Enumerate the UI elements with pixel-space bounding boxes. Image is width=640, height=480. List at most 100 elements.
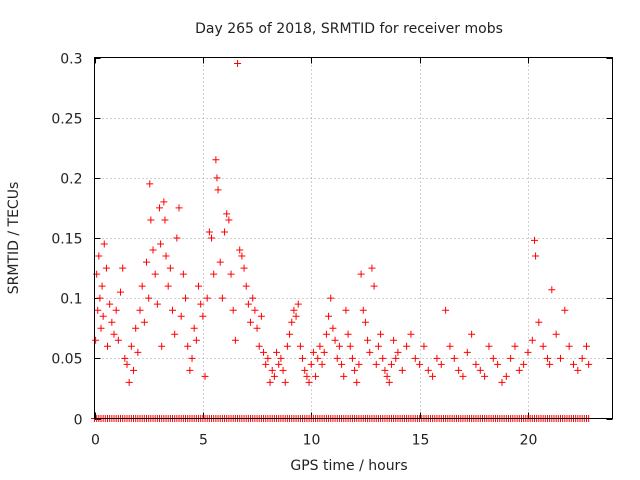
data-point [442,306,450,314]
data-point [138,282,146,290]
data-point [364,336,372,344]
data-point [316,342,324,350]
data-point [565,342,573,350]
data-point [472,360,480,368]
data-point [403,342,411,350]
data-point [164,282,172,290]
data-point [153,300,161,308]
data-point [578,354,586,362]
data-point [257,312,265,320]
data-point [173,234,181,242]
data-point [249,294,257,302]
data-point [468,330,476,338]
data-point [333,354,341,362]
data-point [530,236,538,244]
data-point [227,270,235,278]
x-tick-label: 20 [520,433,538,449]
data-point [548,286,556,294]
data-point [429,372,437,380]
data-point [270,372,278,380]
data-point [112,306,120,314]
data-point [102,264,110,272]
data-point [98,282,106,290]
data-point [143,258,151,266]
data-point [283,342,291,350]
data-point [208,234,216,242]
data-point [277,354,285,362]
data-point [385,378,393,386]
data-point [476,366,484,374]
data-point [177,312,185,320]
data-point [574,366,582,374]
data-point [132,324,140,332]
x-tick-label: 0 [91,433,100,449]
data-point [146,180,154,188]
data-point [383,372,391,380]
data-point [151,270,159,278]
data-point [301,366,309,374]
data-point [292,312,300,320]
data-point [125,378,133,386]
data-point [134,348,142,356]
data-point [372,360,380,368]
data-point [253,324,261,332]
data-point [489,354,497,362]
data-point [320,348,328,356]
data-point [368,264,376,272]
data-point [114,336,122,344]
data-point [240,264,248,272]
y-tick-label: 0.25 [51,112,82,128]
data-point [212,156,220,164]
data-point [268,366,276,374]
data-point [381,366,389,374]
data-point [199,312,207,320]
data-point [520,360,528,368]
data-point [188,354,196,362]
data-point [515,366,523,374]
x-tick-label: 5 [199,433,208,449]
data-point [355,360,363,368]
data-point [160,198,168,206]
data-point [266,378,274,386]
data-point [338,360,346,368]
data-point [218,294,226,302]
data-point [407,330,415,338]
data-point [329,324,337,332]
data-point [225,216,233,224]
data-point [136,306,144,314]
data-points [91,60,593,422]
data-point [498,378,506,386]
data-point [127,342,135,350]
data-point [294,300,302,308]
data-point [312,372,320,380]
data-point [331,336,339,344]
data-point [305,378,313,386]
data-point [229,306,237,314]
data-point [100,240,108,248]
data-point [190,324,198,332]
data-point [390,336,398,344]
data-point [353,378,361,386]
data-point [424,366,432,374]
data-point [234,60,242,68]
data-point [179,270,187,278]
data-point [546,360,554,368]
data-point [205,228,213,236]
data-point [450,354,458,362]
data-point [156,204,164,212]
data-point [463,348,471,356]
data-point [104,342,112,350]
grid-lines [94,57,613,419]
data-point [485,342,493,350]
data-point [281,378,289,386]
data-point [92,336,100,344]
data-point [561,306,569,314]
data-point [140,318,148,326]
data-point [539,342,547,350]
data-point [528,336,536,344]
data-point [416,360,424,368]
y-tick-label: 0.1 [60,292,82,308]
data-point [379,354,387,362]
data-point [303,372,311,380]
